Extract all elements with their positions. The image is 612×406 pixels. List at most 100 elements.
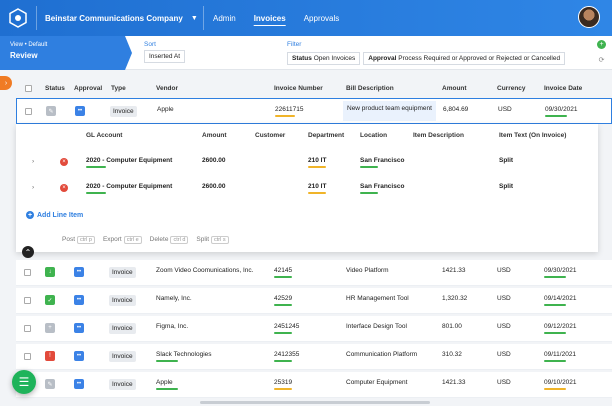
underline-bar <box>308 192 326 194</box>
collapse-icon[interactable]: ⌃ <box>22 246 34 258</box>
bill-description[interactable]: New product team equipment <box>343 101 436 121</box>
delete-action[interactable]: Delete ctrl d <box>150 236 189 244</box>
vendor: Slack Technologies <box>156 351 212 362</box>
horizontal-scrollbar[interactable] <box>200 401 430 404</box>
invoice-date-text: 09/14/2021 <box>544 295 577 302</box>
edit-icon[interactable]: ✎ <box>46 106 56 116</box>
row-checkbox[interactable] <box>24 269 31 276</box>
row-checkbox[interactable] <box>24 353 31 360</box>
table-row[interactable]: ✓ •• Invoice Namely, Inc. 42529 HR Manag… <box>16 288 612 314</box>
invoice-date-text: 09/10/2021 <box>544 379 577 386</box>
department[interactable]: 210 IT <box>308 183 326 194</box>
add-line-item-button[interactable]: + Add Line Item <box>26 211 83 219</box>
remove-icon[interactable]: × <box>60 158 68 166</box>
line-item[interactable]: › × 2020 - Computer Equipment 2600.00 21… <box>16 176 598 202</box>
export-shortcut: ctrl e <box>123 236 142 244</box>
line-amount[interactable]: 2600.00 <box>202 183 226 190</box>
table-row[interactable]: ↓ •• Invoice Zoom Video Coomunications, … <box>16 260 612 286</box>
underline-bar <box>360 166 378 168</box>
avatar[interactable] <box>578 6 600 28</box>
approval-icon[interactable]: •• <box>74 379 84 389</box>
type-badge: Invoice <box>109 351 136 362</box>
expand-sidebar-icon[interactable]: › <box>0 76 12 90</box>
invoice-date: 09/10/2021 <box>544 379 577 390</box>
col-invoice-number[interactable]: Invoice Number <box>274 84 323 92</box>
vendor: Apple <box>157 106 174 113</box>
col-vendor[interactable]: Vendor <box>156 84 179 92</box>
status-filter-chip[interactable]: Status Open Invoices <box>287 52 361 65</box>
location[interactable]: San Francisco <box>360 183 404 194</box>
underline-bar <box>544 388 566 390</box>
company-selector[interactable]: Beinstar Communications Company ▼ <box>45 14 203 23</box>
nav-invoices[interactable]: Invoices <box>253 13 286 23</box>
gl-account[interactable]: 2020 - Computer Equipment <box>86 157 172 168</box>
menu-fab-icon[interactable]: ☰ <box>12 370 36 394</box>
row-checkbox[interactable] <box>24 325 31 332</box>
col-type[interactable]: Type <box>111 84 126 92</box>
col-status[interactable]: Status <box>45 84 65 92</box>
location[interactable]: San Francisco <box>360 157 404 168</box>
app-logo[interactable] <box>0 0 36 36</box>
item-text[interactable]: Split <box>499 183 514 190</box>
check-icon[interactable]: ✓ <box>45 295 55 305</box>
sort-chip[interactable]: Inserted At <box>144 50 186 63</box>
split-action[interactable]: Split ctrl s <box>196 236 229 244</box>
invoice-number: 42529 <box>274 295 292 306</box>
nav-admin[interactable]: Admin <box>213 13 236 23</box>
gl-account[interactable]: 2020 - Computer Equipment <box>86 183 172 194</box>
split-label: Split <box>196 236 210 243</box>
post-action[interactable]: Post ctrl p <box>62 236 95 244</box>
nav-approvals[interactable]: Approvals <box>303 13 340 23</box>
col-bill-description[interactable]: Bill Description <box>346 84 394 92</box>
table-row[interactable]: ! •• Invoice Slack Technologies 2412355 … <box>16 344 612 370</box>
remove-icon[interactable]: × <box>60 184 68 192</box>
view-selector[interactable]: View • Default Review <box>0 36 132 70</box>
approval-filter-label: Approval <box>368 55 397 62</box>
top-bar: Beinstar Communications Company ▼ Admin … <box>0 0 612 36</box>
department-text: 210 IT <box>308 183 327 190</box>
approval-icon[interactable]: •• <box>74 295 84 305</box>
col-approval[interactable]: Approval <box>74 84 103 92</box>
download-icon[interactable]: ↓ <box>45 267 55 277</box>
col-amount[interactable]: Amount <box>442 84 467 92</box>
row-checkbox[interactable] <box>24 297 31 304</box>
amount: 1421.33 <box>442 379 466 386</box>
underline-bar <box>360 192 378 194</box>
table-row[interactable]: ✎ •• Invoice Apple 25319 Computer Equipm… <box>16 372 612 398</box>
underline-bar <box>544 332 566 334</box>
invoice-number: 22611715 <box>275 106 303 117</box>
refresh-icon[interactable]: ⟳ <box>598 56 605 64</box>
type-badge: Invoice <box>109 295 136 306</box>
location-text: San Francisco <box>360 183 405 190</box>
vendor: Namely, Inc. <box>156 295 192 302</box>
plus-icon[interactable]: + <box>45 323 55 333</box>
approval-icon[interactable]: •• <box>74 267 84 277</box>
add-filter-icon[interactable]: + <box>597 40 606 49</box>
col-invoice-date[interactable]: Invoice Date <box>544 84 583 92</box>
approval-icon[interactable]: •• <box>74 351 84 361</box>
line-amount[interactable]: 2600.00 <box>202 157 226 164</box>
approval-icon[interactable]: •• <box>74 323 84 333</box>
underline-bar <box>274 388 292 390</box>
chevron-right-icon[interactable]: › <box>32 184 35 191</box>
row-checkbox[interactable] <box>25 108 32 115</box>
select-all-checkbox[interactable] <box>25 84 32 92</box>
department[interactable]: 210 IT <box>308 157 326 168</box>
approval-filter-chip[interactable]: Approval Process Required or Approved or… <box>363 52 566 65</box>
item-text[interactable]: Split <box>499 157 514 164</box>
subcol-location: Location <box>360 132 388 139</box>
edit-icon[interactable]: ✎ <box>45 379 55 389</box>
alert-icon[interactable]: ! <box>45 351 55 361</box>
chevron-right-icon[interactable]: › <box>32 158 35 165</box>
invoice-number: 25319 <box>274 379 292 390</box>
vendor: Figma, Inc. <box>156 323 189 330</box>
plus-icon: + <box>26 211 34 219</box>
approval-icon[interactable]: •• <box>75 106 85 116</box>
location-text: San Francisco <box>360 157 405 164</box>
table-row[interactable]: ✎ •• Invoice Apple 22611715 New product … <box>16 98 612 124</box>
line-item[interactable]: › × 2020 - Computer Equipment 2600.00 21… <box>16 150 598 176</box>
table-row[interactable]: + •• Invoice Figma, Inc. 2451245 Interfa… <box>16 316 612 342</box>
underline-bar <box>275 115 295 117</box>
col-currency[interactable]: Currency <box>497 84 526 92</box>
export-action[interactable]: Export ctrl e <box>103 236 142 244</box>
